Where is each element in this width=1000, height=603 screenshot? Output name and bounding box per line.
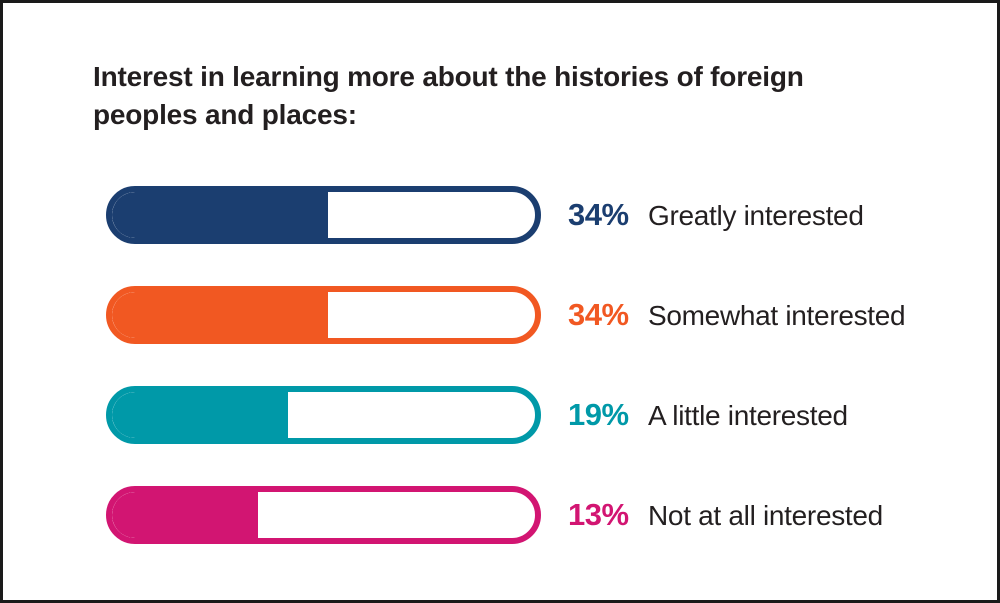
chart-title-line-2: peoples and places: bbox=[93, 99, 357, 130]
bar-row-not-at-all-interested: 13% Not at all interested bbox=[106, 486, 883, 544]
bar-row-a-little-interested: 19% A little interested bbox=[106, 386, 848, 444]
value-percent: 34% bbox=[568, 297, 629, 332]
value-percent: 34% bbox=[568, 197, 629, 232]
progress-pill bbox=[106, 286, 541, 344]
progress-pill bbox=[106, 386, 541, 444]
category-label: Greatly interested bbox=[648, 200, 864, 231]
progress-pill bbox=[106, 486, 541, 544]
progress-fill bbox=[112, 492, 258, 538]
category-label: Somewhat interested bbox=[648, 300, 906, 331]
value-percent: 19% bbox=[568, 397, 629, 432]
bar-label: 19% A little interested bbox=[568, 397, 848, 433]
bar-label: 34% Greatly interested bbox=[568, 197, 864, 233]
chart-title: Interest in learning more about the hist… bbox=[93, 58, 804, 134]
bar-row-somewhat-interested: 34% Somewhat interested bbox=[106, 286, 906, 344]
progress-pill bbox=[106, 186, 541, 244]
value-percent: 13% bbox=[568, 497, 629, 532]
bar-row-greatly-interested: 34% Greatly interested bbox=[106, 186, 864, 244]
progress-fill bbox=[112, 392, 288, 438]
category-label: Not at all interested bbox=[648, 500, 883, 531]
bar-label: 13% Not at all interested bbox=[568, 497, 883, 533]
progress-fill bbox=[112, 292, 328, 338]
category-label: A little interested bbox=[648, 400, 848, 431]
progress-fill bbox=[112, 192, 328, 238]
chart-title-line-1: Interest in learning more about the hist… bbox=[93, 61, 804, 92]
bar-label: 34% Somewhat interested bbox=[568, 297, 906, 333]
